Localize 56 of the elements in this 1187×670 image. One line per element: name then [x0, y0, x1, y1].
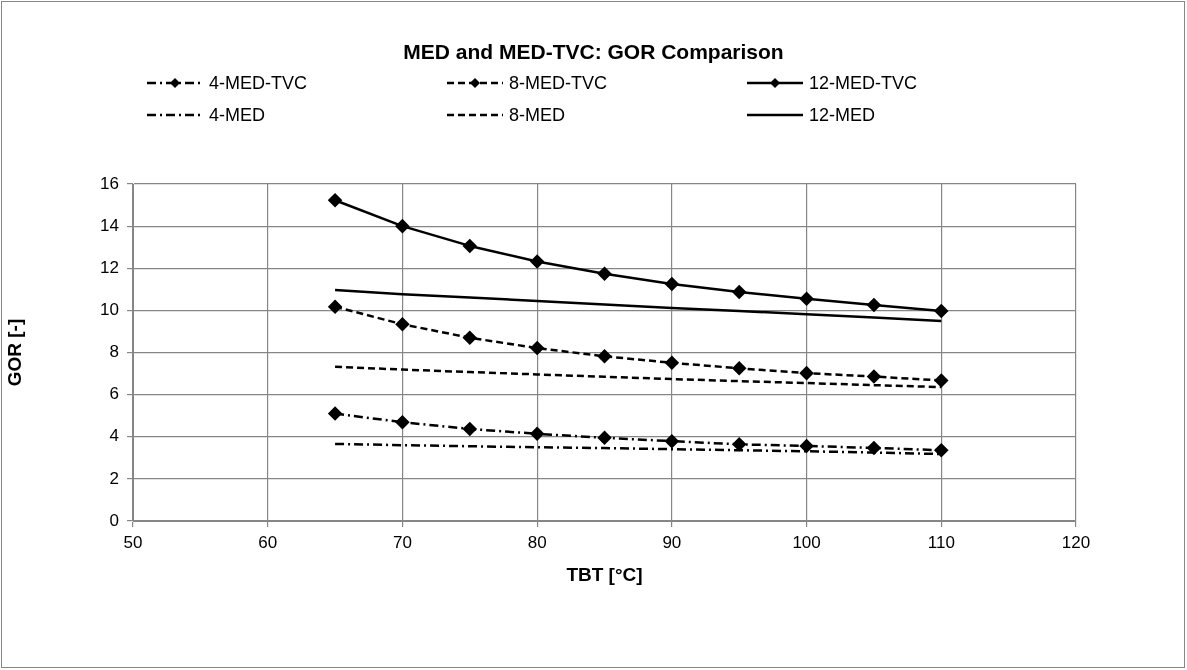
- point: [665, 356, 679, 370]
- y-tick-label: 16: [100, 173, 119, 193]
- legend-label: 8-MED: [509, 104, 566, 126]
- y-tick-label: 14: [100, 215, 119, 235]
- point: [328, 193, 342, 207]
- x-axis-title: TBT [°C]: [566, 563, 643, 585]
- point: [867, 369, 881, 384]
- point: [395, 317, 410, 332]
- chart-title: MED and MED-TVC: GOR Comparison: [402, 40, 785, 64]
- legend-label: 8-MED-TVC: [509, 72, 607, 94]
- x-tick-label: 80: [527, 532, 547, 552]
- legend-label: 4-MED-TVC: [209, 72, 307, 94]
- point: [530, 254, 544, 269]
- point: [463, 331, 477, 345]
- point: [934, 304, 949, 318]
- x-tick-label: 120: [1061, 532, 1091, 552]
- y-tick-label: 2: [109, 468, 119, 488]
- point: [799, 439, 814, 453]
- point: [463, 422, 477, 436]
- point: [597, 349, 612, 364]
- point: [328, 406, 342, 421]
- point: [665, 434, 679, 448]
- x-tick-label: 110: [927, 532, 955, 552]
- point: [799, 366, 814, 380]
- x-tick-label: 100: [792, 532, 821, 552]
- point: [799, 292, 814, 306]
- x-tick-label: 60: [258, 532, 278, 552]
- y-axis-title: GOR [-]: [3, 318, 25, 387]
- point: [665, 277, 679, 291]
- point: [328, 300, 342, 314]
- point: [867, 441, 881, 455]
- point: [934, 443, 949, 457]
- y-tick-label: 12: [100, 257, 119, 277]
- point: [395, 219, 410, 233]
- point: [597, 431, 612, 445]
- y-tick-label: 0: [109, 510, 119, 530]
- legend-label: 12-MED-TVC: [809, 72, 918, 94]
- x-tick-label: 50: [123, 532, 143, 552]
- y-tick-label: 10: [100, 300, 119, 320]
- point: [597, 266, 612, 281]
- point: [732, 437, 746, 452]
- point: [395, 415, 410, 429]
- y-tick-label: 8: [109, 342, 119, 362]
- y-tick-label: 4: [109, 426, 119, 446]
- legend-label: 12-MED: [809, 104, 876, 126]
- y-tick-label: 6: [109, 384, 119, 404]
- point: [867, 298, 881, 312]
- point: [463, 239, 477, 253]
- point: [530, 427, 544, 441]
- legend-label: 4-MED: [209, 104, 266, 126]
- point: [530, 341, 544, 355]
- x-tick-label: 70: [392, 532, 412, 552]
- x-tick-label: 90: [662, 532, 682, 552]
- point: [934, 373, 949, 388]
- point: [732, 285, 746, 299]
- point: [732, 361, 746, 376]
